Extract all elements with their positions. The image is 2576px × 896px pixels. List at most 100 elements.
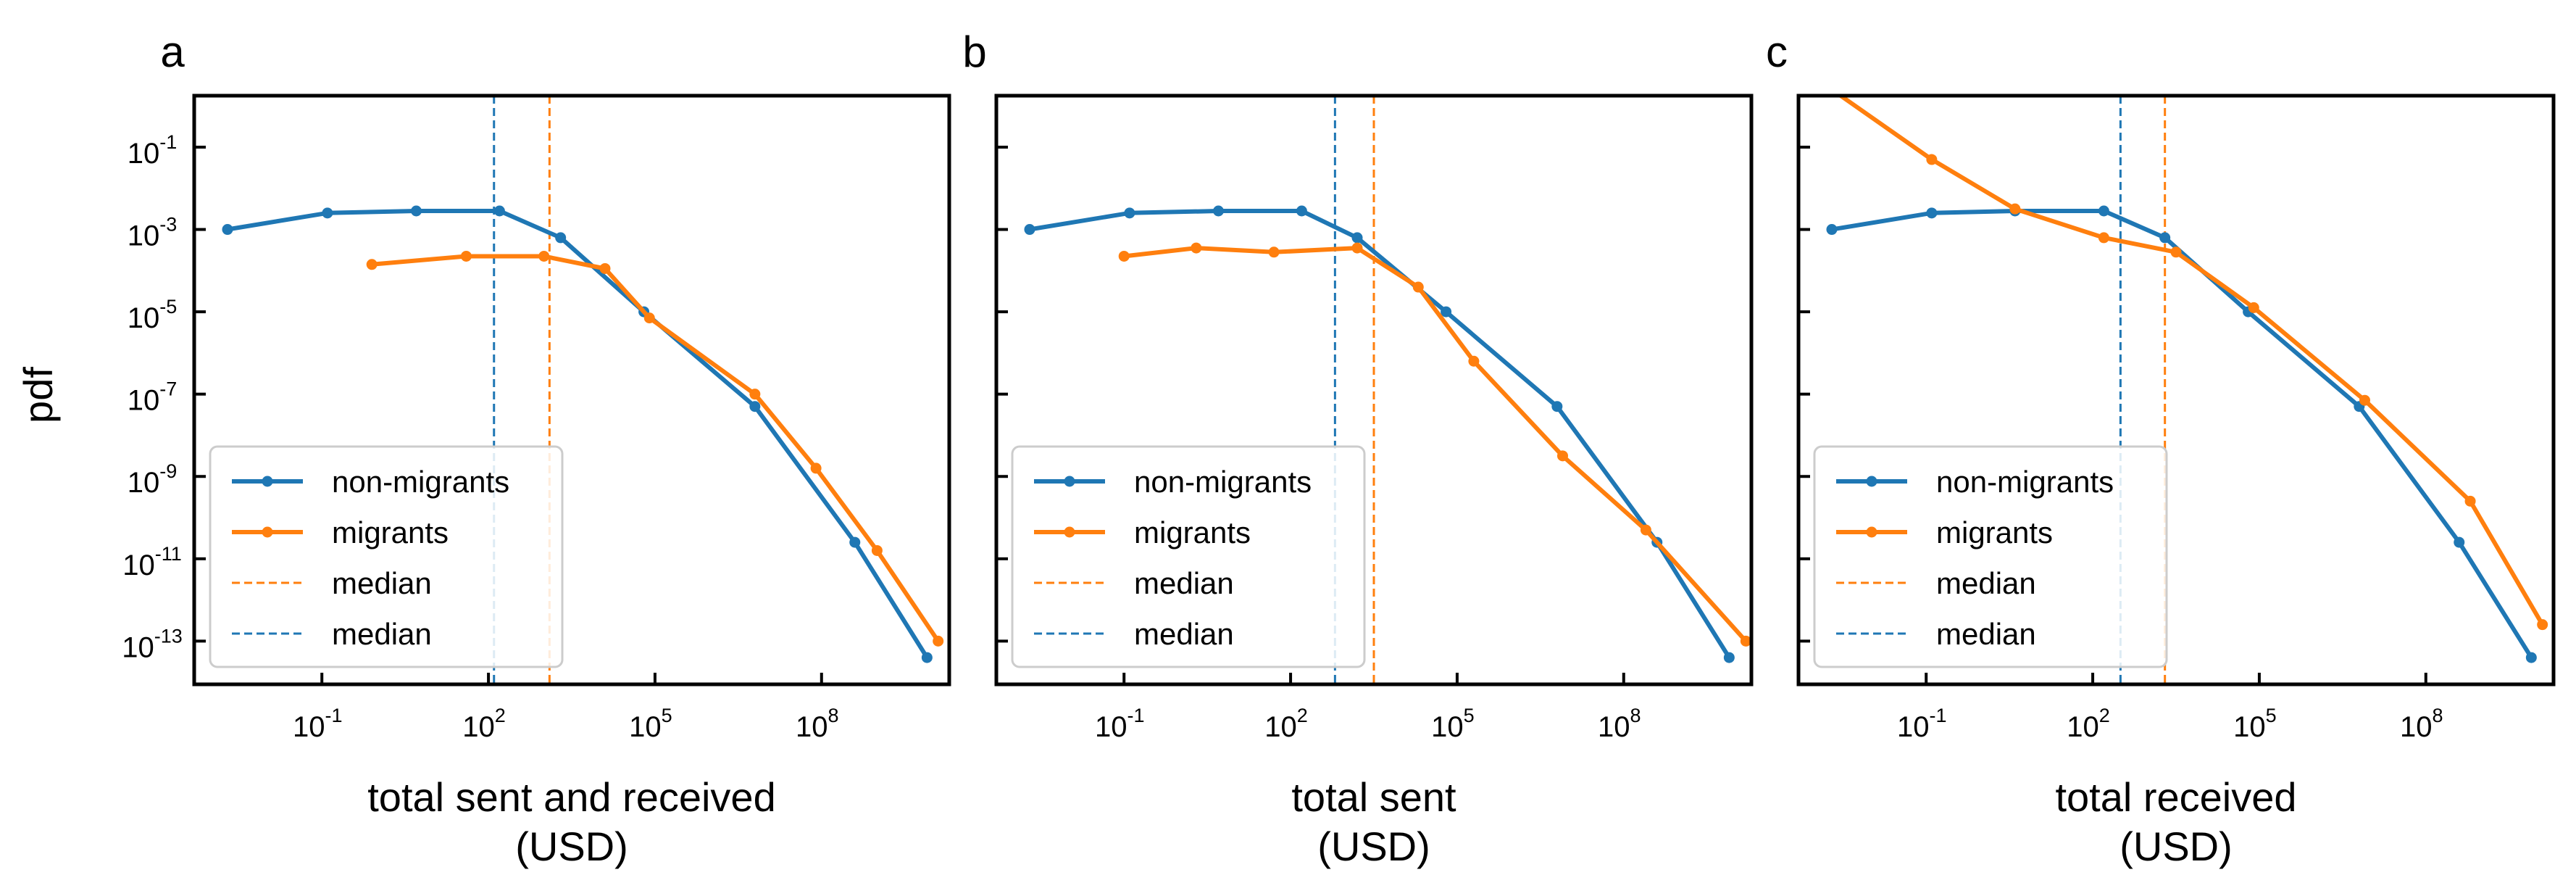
x-axis-unit-label: (USD) — [2119, 824, 2233, 869]
data-point — [849, 536, 861, 548]
y-tick-label: 10-7 — [128, 378, 178, 417]
x-tick-label: 10-1 — [1897, 705, 1947, 743]
x-tick-label: 102 — [2067, 705, 2110, 743]
data-point — [1551, 401, 1563, 412]
legend-label: migrants — [332, 515, 449, 549]
y-tick-label: 10-11 — [122, 543, 182, 581]
data-point — [1926, 154, 1938, 165]
data-point — [2098, 205, 2109, 217]
legend-label: migrants — [1936, 515, 2053, 549]
data-point — [871, 544, 883, 556]
data-point — [749, 389, 761, 400]
x-axis-label: total received — [2055, 774, 2296, 820]
plot-area — [222, 96, 944, 684]
data-point — [1826, 224, 1838, 236]
data-point — [749, 401, 761, 412]
legend: non-migrants migrants median median — [209, 445, 564, 668]
plot-area — [1826, 96, 2548, 684]
legend-item: non-migrants — [1836, 465, 2114, 499]
legend-label: median — [332, 617, 432, 651]
data-point — [2454, 536, 2465, 548]
x-tick-label: 105 — [629, 705, 672, 743]
plot-area — [1024, 96, 1751, 684]
data-point — [1191, 242, 1202, 254]
legend-item: median — [1034, 617, 1234, 651]
x-axis-label: total sent and received — [367, 774, 775, 820]
data-point — [1024, 224, 1035, 236]
panel-c: c 10-1 102 105 108 total received(USD) non-mig… — [1766, 28, 2556, 869]
legend-item: migrants — [1034, 515, 1251, 549]
data-point — [1640, 524, 1651, 536]
legend-item: migrants — [1836, 515, 2053, 549]
axes-frame — [1796, 94, 2556, 686]
data-point — [1557, 450, 1568, 462]
data-point — [1412, 281, 1424, 293]
y-tick-label: 10-5 — [128, 296, 178, 334]
panel-label: c — [1766, 28, 1788, 76]
legend-item: median — [1034, 566, 1234, 600]
x-tick-label: 10-1 — [1095, 705, 1145, 743]
legend-label: non-migrants — [332, 465, 509, 499]
axes-frame — [192, 94, 951, 686]
data-point — [2098, 232, 2109, 244]
data-point — [1124, 207, 1135, 219]
legend-label: migrants — [1134, 515, 1251, 549]
legend-item: median — [1836, 566, 2036, 600]
y-axis-label: pdf — [15, 367, 61, 423]
legend-marker — [262, 476, 273, 487]
legend: non-migrants migrants median median — [1011, 445, 1366, 668]
data-point — [1212, 205, 1224, 217]
data-point — [493, 205, 505, 217]
data-point — [1441, 306, 1452, 318]
x-tick-label: 10-1 — [293, 705, 343, 743]
x-tick-label: 102 — [1264, 705, 1308, 743]
data-point — [1296, 205, 1307, 217]
y-tick-label: 10-3 — [128, 214, 178, 252]
data-point — [366, 259, 378, 270]
legend-marker — [1064, 476, 1075, 487]
data-point — [2159, 232, 2171, 244]
legend-item: median — [232, 617, 432, 651]
data-point — [1468, 355, 1480, 367]
x-tick-label: 105 — [1431, 705, 1475, 743]
x-tick-label: 105 — [2233, 705, 2277, 743]
data-point — [1723, 652, 1735, 663]
y-tick-label: 10-9 — [128, 460, 178, 499]
legend-box — [209, 445, 564, 668]
panel-label: b — [962, 28, 986, 76]
legend-label: non-migrants — [1936, 465, 2114, 499]
legend-box — [1011, 445, 1366, 668]
x-axis-unit-label: (USD) — [515, 824, 628, 869]
data-point — [933, 635, 944, 647]
data-point — [1118, 250, 1130, 262]
legend-label: median — [332, 566, 432, 600]
x-tick-label: 102 — [462, 705, 506, 743]
data-point — [2525, 652, 2537, 663]
data-point — [599, 262, 611, 274]
data-point — [1740, 635, 1751, 647]
data-point — [322, 207, 333, 219]
data-point — [2359, 394, 2370, 406]
legend-item: median — [1836, 617, 2036, 651]
data-point — [2248, 302, 2259, 313]
x-axis-label: total sent — [1291, 774, 1456, 820]
data-point — [555, 232, 567, 244]
legend-label: median — [1936, 617, 2036, 651]
data-point — [2537, 619, 2548, 631]
data-point — [410, 205, 422, 217]
data-point — [1926, 207, 1938, 219]
legend-item: non-migrants — [1034, 465, 1312, 499]
x-axis-unit-label: (USD) — [1317, 824, 1430, 869]
legend-item: median — [232, 566, 432, 600]
panel-label: a — [160, 28, 185, 76]
legend-item: non-migrants — [232, 465, 509, 499]
legend-box — [1813, 445, 2168, 668]
data-point — [921, 652, 933, 663]
panel-a: a 10-1 102 105 108 10-1 10-3 10-5 10-7 10-9 10-11 1… — [122, 28, 951, 869]
x-tick-label: 108 — [1598, 705, 1641, 743]
data-point — [222, 224, 233, 236]
x-tick-label: 108 — [796, 705, 839, 743]
x-tick-label: 108 — [2400, 705, 2443, 743]
data-point — [810, 462, 822, 474]
